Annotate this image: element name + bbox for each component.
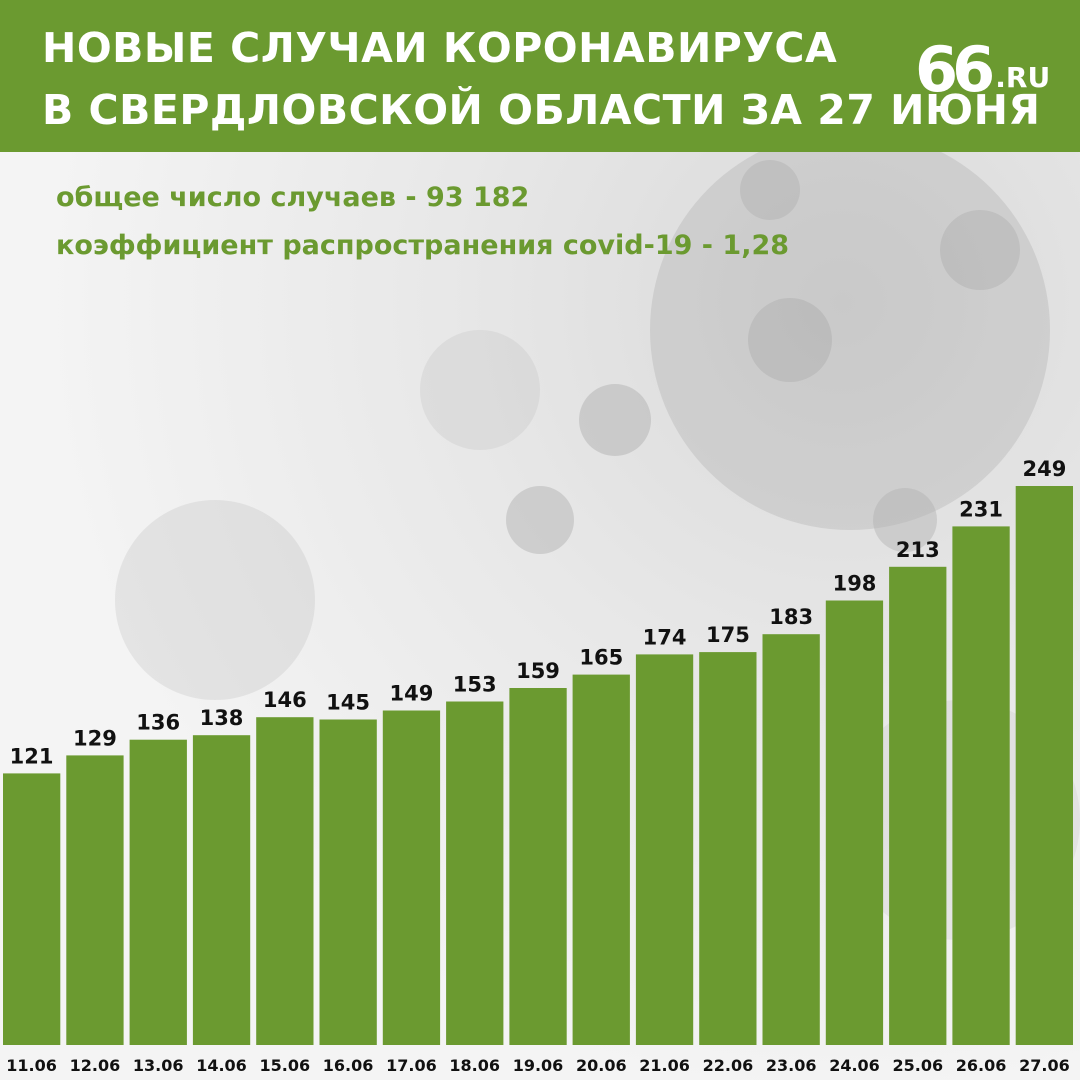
page-title-line-2: В СВЕРДЛОВСКОЙ ОБЛАСТИ ЗА 27 ИЮНЯ (42, 86, 1041, 134)
bar-14.06 (192, 735, 251, 1045)
logo-suffix: .RU (995, 61, 1051, 94)
data-label-22.06: 175 (706, 623, 750, 647)
data-label-26.06: 231 (959, 497, 1003, 521)
data-label-20.06: 165 (579, 646, 623, 670)
data-label-15.06: 146 (263, 688, 307, 712)
bar-13.06 (129, 739, 187, 1045)
site-logo: 66 .RU (915, 38, 1050, 102)
bar-27.06 (1015, 486, 1073, 1045)
data-label-24.06: 198 (833, 572, 877, 596)
x-tick-label-27.06: 27.06 (1019, 1056, 1070, 1075)
bar-15.06 (256, 717, 314, 1045)
x-tick-label-26.06: 26.06 (956, 1056, 1007, 1075)
data-label-11.06: 121 (10, 744, 54, 768)
bar-19.06 (509, 688, 567, 1045)
title-banner: НОВЫЕ СЛУЧАИ КОРОНАВИРУСА В СВЕРДЛОВСКОЙ… (0, 0, 1080, 152)
data-label-12.06: 129 (73, 726, 117, 750)
x-tick-label-20.06: 20.06 (576, 1056, 627, 1075)
x-tick-label-14.06: 14.06 (196, 1056, 247, 1075)
bar-22.06 (699, 652, 757, 1045)
bar-11.06 (3, 773, 61, 1045)
page-title-line-1: НОВЫЕ СЛУЧАИ КОРОНАВИРУСА (42, 24, 838, 72)
x-tick-label-24.06: 24.06 (829, 1056, 880, 1075)
x-tick-label-19.06: 19.06 (513, 1056, 564, 1075)
data-label-16.06: 145 (326, 691, 370, 715)
logo-number: 66 (915, 33, 995, 106)
x-tick-label-21.06: 21.06 (639, 1056, 690, 1075)
x-tick-label-18.06: 18.06 (449, 1056, 500, 1075)
bar-23.06 (762, 634, 820, 1045)
x-tick-label-15.06: 15.06 (259, 1056, 310, 1075)
data-label-13.06: 136 (136, 711, 180, 735)
bar-17.06 (382, 710, 441, 1045)
data-label-19.06: 159 (516, 659, 560, 683)
x-tick-label-12.06: 12.06 (70, 1056, 121, 1075)
bar-26.06 (952, 526, 1010, 1045)
bar-24.06 (825, 600, 884, 1045)
bar-21.06 (635, 654, 694, 1045)
bar-20.06 (572, 674, 630, 1045)
data-label-25.06: 213 (896, 538, 940, 562)
x-tick-label-11.06: 11.06 (6, 1056, 57, 1075)
total-cases-text: общее число случаев - 93 182 (56, 182, 530, 213)
data-label-18.06: 153 (453, 673, 497, 697)
x-tick-label-17.06: 17.06 (386, 1056, 437, 1075)
x-tick-label-23.06: 23.06 (766, 1056, 817, 1075)
data-label-27.06: 249 (1022, 457, 1066, 481)
data-label-17.06: 149 (389, 682, 433, 706)
x-tick-label-22.06: 22.06 (703, 1056, 754, 1075)
data-label-21.06: 174 (643, 625, 687, 649)
bar-25.06 (889, 566, 947, 1045)
x-tick-label-16.06: 16.06 (323, 1056, 374, 1075)
bar-18.06 (446, 701, 504, 1045)
bar-16.06 (319, 719, 377, 1045)
spread-coefficient-text: коэффициент распространения covid-19 - 1… (56, 230, 790, 261)
x-tick-label-13.06: 13.06 (133, 1056, 184, 1075)
x-tick-label-25.06: 25.06 (892, 1056, 943, 1075)
data-label-14.06: 138 (200, 706, 244, 730)
data-label-23.06: 183 (769, 605, 813, 629)
bar-12.06 (66, 755, 124, 1045)
